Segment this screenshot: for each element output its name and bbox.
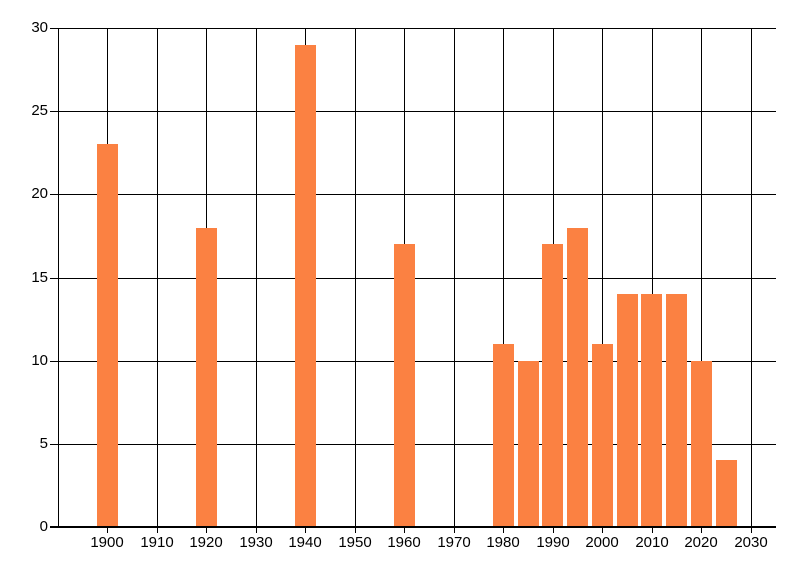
h-gridline-20 xyxy=(50,194,776,195)
x-tick-label-1980: 1980 xyxy=(486,534,520,551)
x-tick-label-1920: 1920 xyxy=(189,534,223,551)
v-gridline-1950 xyxy=(355,28,356,533)
y-tick-label-20: 20 xyxy=(31,185,48,202)
bar-2015 xyxy=(666,294,687,527)
plot-left-border xyxy=(58,28,59,527)
x-tick-label-1930: 1930 xyxy=(239,534,273,551)
y-tick-label-10: 10 xyxy=(31,352,48,369)
x-tick-label-2010: 2010 xyxy=(635,534,669,551)
y-tick-label-5: 5 xyxy=(39,435,48,452)
bar-1940 xyxy=(295,45,316,527)
x-tick-label-1960: 1960 xyxy=(387,534,421,551)
bar-2000 xyxy=(592,344,613,527)
x-tick-label-2020: 2020 xyxy=(684,534,718,551)
x-tick-label-1970: 1970 xyxy=(437,534,471,551)
x-tick-label-2000: 2000 xyxy=(585,534,619,551)
x-tick-label-1910: 1910 xyxy=(140,534,174,551)
v-gridline-2030 xyxy=(751,28,752,533)
x-tick-label-1950: 1950 xyxy=(338,534,372,551)
x-tick-label-2030: 2030 xyxy=(734,534,768,551)
v-gridline-2010 xyxy=(652,28,653,533)
h-gridline-30 xyxy=(50,28,776,29)
bar-1900 xyxy=(97,144,118,527)
bar-1980 xyxy=(493,344,514,527)
bar-2010 xyxy=(641,294,662,527)
bar-1990 xyxy=(542,244,563,527)
v-gridline-1930 xyxy=(256,28,257,533)
x-tick-label-1900: 1900 xyxy=(90,534,124,551)
h-gridline-25 xyxy=(50,111,776,112)
y-tick-label-0: 0 xyxy=(39,518,48,535)
y-tick-label-30: 30 xyxy=(31,19,48,36)
bar-1960 xyxy=(394,244,415,527)
bar-2005 xyxy=(617,294,638,527)
v-gridline-2000 xyxy=(602,28,603,533)
v-gridline-1910 xyxy=(157,28,158,533)
bar-2020 xyxy=(691,361,712,527)
v-gridline-1970 xyxy=(454,28,455,533)
y-tick-label-25: 25 xyxy=(31,102,48,119)
v-gridline-1980 xyxy=(503,28,504,533)
bar-1985 xyxy=(518,361,539,527)
bar-1995 xyxy=(567,228,588,527)
x-tick-label-1940: 1940 xyxy=(288,534,322,551)
bar-2025 xyxy=(716,460,737,527)
x-tick-label-1990: 1990 xyxy=(536,534,570,551)
v-gridline-2020 xyxy=(701,28,702,533)
bar-1920 xyxy=(196,228,217,527)
x-axis-line xyxy=(50,526,776,528)
y-tick-label-15: 15 xyxy=(31,269,48,286)
